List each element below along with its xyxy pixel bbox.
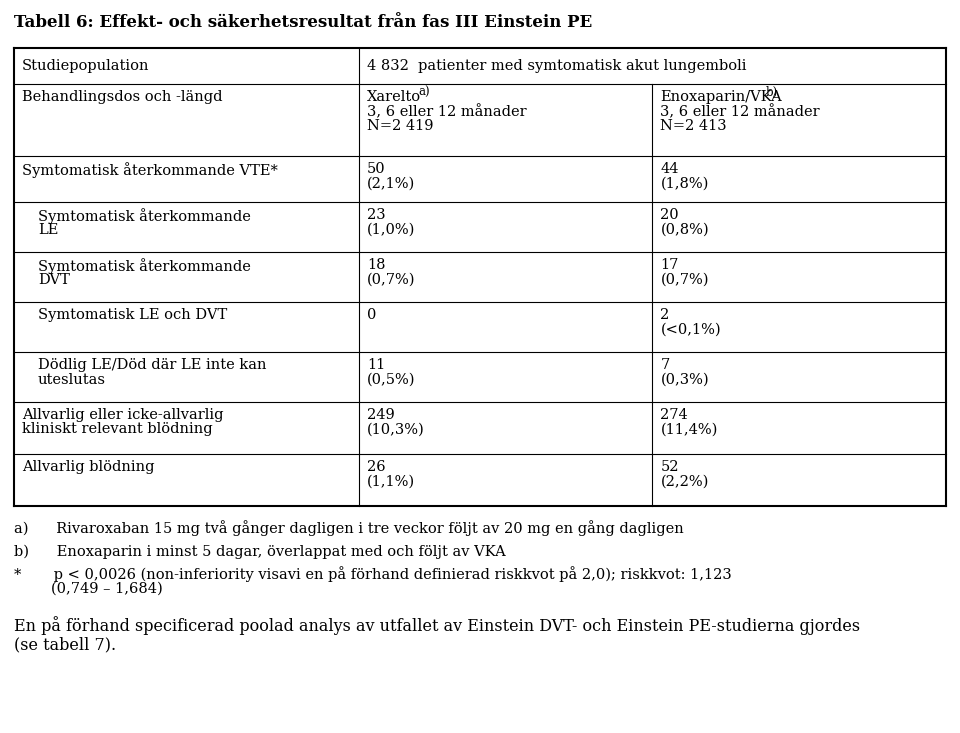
Text: 3, 6 eller 12 månader: 3, 6 eller 12 månader [367, 105, 526, 119]
Text: (0,3%): (0,3%) [660, 372, 709, 386]
Text: Symtomatisk återkommande: Symtomatisk återkommande [38, 258, 251, 274]
Text: Studiepopulation: Studiepopulation [22, 59, 150, 73]
Text: b): b) [765, 86, 778, 99]
Text: 17: 17 [660, 258, 679, 272]
Text: (se tabell 7).: (se tabell 7). [14, 636, 116, 653]
Text: 249: 249 [367, 408, 395, 422]
Text: 52: 52 [660, 460, 679, 474]
Text: 7: 7 [660, 358, 670, 372]
Text: 4 832  patienter med symtomatisk akut lungemboli: 4 832 patienter med symtomatisk akut lun… [367, 59, 746, 73]
Text: (<0,1%): (<0,1%) [660, 323, 721, 336]
Text: Dödlig LE/Död där LE inte kan: Dödlig LE/Död där LE inte kan [38, 358, 267, 372]
Text: DVT: DVT [38, 273, 70, 287]
Text: (0,749 – 1,684): (0,749 – 1,684) [14, 582, 163, 596]
Text: a): a) [419, 86, 430, 99]
Text: LE: LE [38, 223, 59, 237]
Text: b)      Enoxaparin i minst 5 dagar, överlappat med och följt av VKA: b) Enoxaparin i minst 5 dagar, överlappa… [14, 545, 506, 559]
Text: 11: 11 [367, 358, 385, 372]
Text: (1,8%): (1,8%) [660, 177, 708, 191]
Text: 20: 20 [660, 208, 679, 222]
Text: (1,1%): (1,1%) [367, 474, 415, 488]
Text: Xarelto: Xarelto [367, 90, 421, 104]
Text: (2,1%): (2,1%) [367, 177, 415, 191]
Text: Allvarlig blödning: Allvarlig blödning [22, 460, 155, 474]
Text: (0,7%): (0,7%) [660, 273, 708, 287]
Text: 50: 50 [367, 162, 386, 176]
Text: (10,3%): (10,3%) [367, 422, 424, 436]
Text: (0,8%): (0,8%) [660, 223, 709, 237]
Text: Tabell 6: Effekt- och säkerhetsresultat från fas III Einstein PE: Tabell 6: Effekt- och säkerhetsresultat … [14, 14, 592, 31]
Text: (0,7%): (0,7%) [367, 273, 416, 287]
Text: (1,0%): (1,0%) [367, 223, 416, 237]
Text: (11,4%): (11,4%) [660, 422, 718, 436]
Text: Symtomatisk återkommande VTE*: Symtomatisk återkommande VTE* [22, 162, 277, 178]
Text: 26: 26 [367, 460, 386, 474]
Text: En på förhand specificerad poolad analys av utfallet av Einstein DVT- och Einste: En på förhand specificerad poolad analys… [14, 616, 860, 635]
Text: Symtomatisk LE och DVT: Symtomatisk LE och DVT [38, 308, 228, 322]
Text: Symtomatisk återkommande: Symtomatisk återkommande [38, 208, 251, 224]
Text: N=2 419: N=2 419 [367, 119, 433, 133]
Text: 23: 23 [367, 208, 386, 222]
Text: uteslutas: uteslutas [38, 372, 106, 386]
Text: Enoxaparin/VKA: Enoxaparin/VKA [660, 90, 782, 104]
Text: 0: 0 [367, 308, 376, 322]
Text: 18: 18 [367, 258, 385, 272]
Text: kliniskt relevant blödning: kliniskt relevant blödning [22, 422, 212, 436]
Text: 44: 44 [660, 162, 679, 176]
Text: N=2 413: N=2 413 [660, 119, 727, 133]
Text: *       p < 0,0026 (non-inferiority visavi en på förhand definierad riskkvot på : * p < 0,0026 (non-inferiority visavi en … [14, 567, 732, 583]
Text: (2,2%): (2,2%) [660, 474, 708, 488]
Text: 274: 274 [660, 408, 688, 422]
Text: 3, 6 eller 12 månader: 3, 6 eller 12 månader [660, 105, 820, 119]
Text: (0,5%): (0,5%) [367, 372, 416, 386]
Text: Allvarlig eller icke-allvarlig: Allvarlig eller icke-allvarlig [22, 408, 224, 422]
Text: a)      Rivaroxaban 15 mg två gånger dagligen i tre veckor följt av 20 mg en gån: a) Rivaroxaban 15 mg två gånger dagligen… [14, 520, 684, 536]
Text: Behandlingsdos och -längd: Behandlingsdos och -längd [22, 90, 223, 104]
Text: 2: 2 [660, 308, 670, 322]
